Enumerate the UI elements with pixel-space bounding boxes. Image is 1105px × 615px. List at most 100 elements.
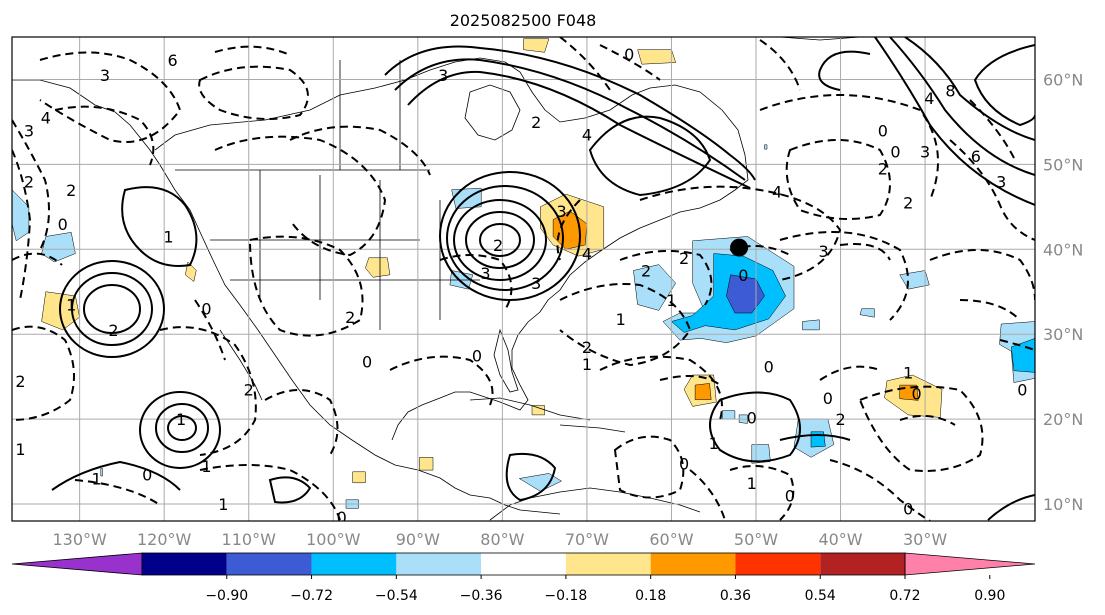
- contour-label: 2: [903, 194, 913, 213]
- contour-label: 1: [666, 291, 676, 310]
- storm-center-marker: [730, 238, 749, 257]
- contour-label: 3: [996, 172, 1006, 191]
- colorbar-tick-label: 0.90: [974, 588, 1005, 604]
- contour-label: 3: [100, 66, 110, 85]
- x-tick-label: 30°W: [903, 530, 947, 549]
- contour-label: 0: [201, 300, 211, 319]
- shaded-region: [100, 468, 103, 477]
- contour-label: 2: [108, 321, 118, 340]
- contour-label: 4: [924, 89, 934, 108]
- x-tick-label: 110°W: [222, 530, 277, 549]
- contour-label: 2: [835, 410, 845, 429]
- contour-label: 6: [168, 51, 178, 70]
- contour-label: 2: [582, 338, 592, 357]
- contour-label: 2: [15, 372, 25, 391]
- colorbar-segment: [481, 553, 566, 575]
- y-tick-label: 20°N: [1043, 410, 1083, 429]
- colorbar-tick-label: 0.18: [635, 588, 666, 604]
- contour-label: 3: [531, 274, 541, 293]
- dashed-contour-lines: [12, 37, 1035, 521]
- contour-label: 0: [58, 215, 68, 234]
- shaded-region: [365, 257, 391, 278]
- shaded-region: [41, 232, 76, 263]
- colorbar-segment: [311, 553, 397, 575]
- contour-label: 0: [624, 45, 634, 64]
- y-tick-label: 60°N: [1043, 70, 1083, 89]
- contour-label: 2: [878, 160, 888, 179]
- y-tick-label: 10°N: [1043, 495, 1083, 514]
- shaded-region: [531, 405, 545, 416]
- contour-label: 2: [493, 236, 503, 255]
- colorbar-segment: [226, 553, 312, 575]
- contour-label: 1: [616, 310, 626, 329]
- x-tick-label: 120°W: [137, 530, 192, 549]
- contour-label: 2: [531, 113, 541, 132]
- contour-label: 3: [24, 121, 34, 140]
- contour-label: 2: [679, 249, 689, 268]
- colorbar-segment: [142, 553, 227, 575]
- contour-label: 1: [218, 495, 228, 514]
- contour-label: 1: [91, 470, 101, 489]
- contour-label: 0: [337, 508, 347, 527]
- colorbar-segment: [650, 553, 736, 575]
- x-tick-label: 130°W: [52, 530, 107, 549]
- shaded-region: [859, 308, 875, 318]
- contour-label: 1: [66, 295, 76, 314]
- shaded-region: [721, 410, 736, 420]
- contour-label: 1: [201, 457, 211, 476]
- contour-label: 6: [971, 147, 981, 166]
- coastlines: [12, 37, 861, 521]
- contour-label: 0: [1017, 380, 1027, 399]
- shaded-region: [802, 319, 820, 331]
- colorbar-tick-label: −0.72: [290, 588, 333, 604]
- x-tick-label: 40°W: [818, 530, 862, 549]
- y-tick-label: 40°N: [1043, 240, 1083, 259]
- contour-label: 1: [709, 434, 719, 453]
- contour-label: 4: [582, 245, 592, 264]
- contour-label: 2: [345, 308, 355, 327]
- contour-label: 2: [24, 172, 34, 191]
- contour-label: 0: [785, 487, 795, 506]
- shaded-region: [419, 457, 434, 471]
- contour-label: 2: [641, 262, 651, 281]
- contour-label: 4: [772, 183, 782, 202]
- colorbar-tick-label: −0.90: [205, 588, 248, 604]
- colorbar-tick-label: 0.72: [889, 588, 920, 604]
- contour-label: 0: [738, 266, 748, 285]
- chart-title: 2025082500 F048: [450, 11, 597, 30]
- y-tick-label: 50°N: [1043, 155, 1083, 174]
- contour-lines: [51, 37, 1035, 521]
- x-axis-ticks: 130°W 120°W 110°W 100°W 90°W 80°W 70°W 60°W 50°W…: [52, 530, 947, 549]
- shaded-region: [185, 261, 197, 282]
- contour-label: 2: [66, 181, 76, 200]
- contour-label: 0: [890, 143, 900, 162]
- contour-label: 1: [15, 440, 25, 459]
- contour-label: 0: [679, 454, 689, 473]
- contour-label: 1: [582, 355, 592, 374]
- y-axis-ticks: 60°N 50°N 40°N 30°N 20°N 10°N: [1043, 70, 1083, 514]
- shaded-region: [764, 144, 768, 150]
- colorbar-tick-label: −0.54: [375, 588, 418, 604]
- contour-label: 0: [764, 357, 774, 376]
- y-tick-label: 30°N: [1043, 325, 1083, 344]
- contour-label: 0: [878, 121, 888, 140]
- contour-label: 2: [244, 380, 254, 399]
- shaded-region: [12, 189, 30, 242]
- x-tick-label: 50°W: [734, 530, 778, 549]
- contour-label: 1: [163, 228, 173, 247]
- colorbar-tick-label: −0.18: [544, 588, 587, 604]
- plot-frame: [11, 36, 1036, 522]
- contour-label: 4: [582, 126, 592, 145]
- shaded-region: [352, 471, 366, 484]
- contour-label: 3: [920, 143, 930, 162]
- contour-label: 0: [142, 465, 152, 484]
- colorbar-segment: [735, 553, 821, 575]
- x-tick-label: 60°W: [649, 530, 693, 549]
- contour-label: 3: [556, 202, 566, 221]
- x-tick-label: 70°W: [565, 530, 609, 549]
- contour-label: 3: [480, 264, 490, 283]
- contour-label: 0: [912, 385, 922, 404]
- contour-label: 0: [823, 389, 833, 408]
